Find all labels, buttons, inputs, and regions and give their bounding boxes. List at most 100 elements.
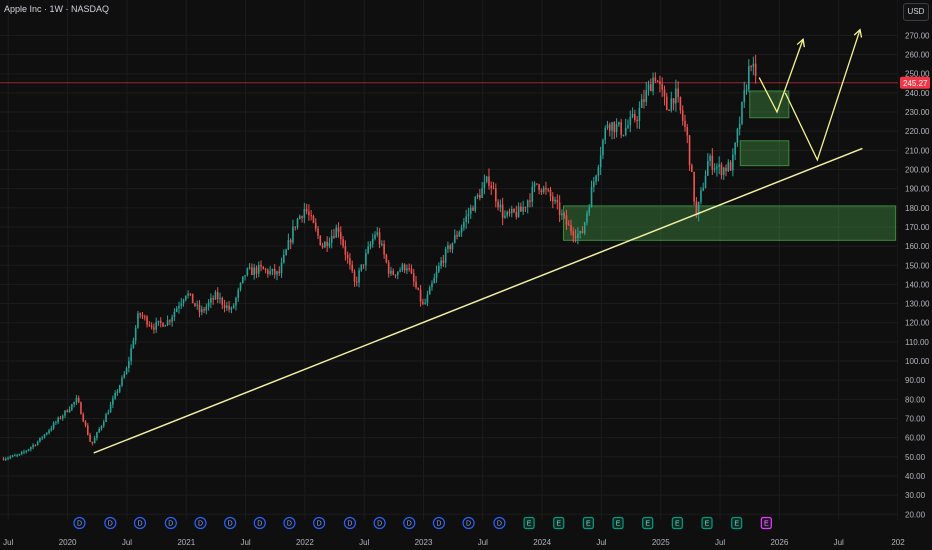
- candle-body: [531, 186, 534, 202]
- candle-body: [25, 450, 28, 452]
- candle-body: [716, 166, 718, 169]
- candle-body: [139, 313, 142, 315]
- candle-body: [194, 303, 196, 306]
- candle-body: [440, 260, 442, 267]
- candle-body: [2, 458, 5, 460]
- time-tick-label: Jul: [834, 538, 844, 547]
- candle-body: [374, 234, 376, 239]
- candle-body: [241, 276, 244, 283]
- price-axis[interactable]: 20.00 30.00 40.00 50.00 60.00 70.00 80.00 90.00…: [898, 0, 932, 550]
- candle-body: [14, 455, 16, 457]
- candle-body: [636, 119, 638, 122]
- candle-body: [561, 213, 563, 216]
- price-tick-label: 190.00: [905, 185, 930, 194]
- candle-body: [620, 122, 622, 136]
- currency-button[interactable]: USD: [903, 3, 929, 21]
- time-tick-label: 2025: [652, 538, 670, 547]
- time-tick-label: 2020: [59, 538, 77, 547]
- candle-body: [273, 268, 276, 275]
- candle-body: [422, 301, 424, 304]
- grid-lines: [0, 0, 899, 520]
- candle-body: [166, 320, 169, 326]
- candle-body: [469, 207, 472, 215]
- event-marker-label: E: [586, 521, 591, 528]
- event-marker-label: D: [257, 521, 262, 528]
- event-marker-label: D: [108, 521, 113, 528]
- time-tick-label: 2026: [770, 538, 788, 547]
- candle-body: [490, 185, 493, 189]
- candle-body: [697, 201, 700, 216]
- price-tick-label: 100.00: [905, 357, 930, 366]
- candle-body: [704, 175, 707, 188]
- candle-body: [232, 305, 235, 308]
- candle-body: [146, 316, 148, 325]
- event-marker-label: D: [317, 521, 322, 528]
- candle-body: [55, 422, 57, 424]
- candle-body: [640, 99, 643, 109]
- candle-body: [87, 425, 89, 435]
- time-tick-label: 2021: [177, 538, 195, 547]
- price-tick-label: 150.00: [905, 261, 930, 270]
- candle-body: [725, 167, 727, 172]
- candle-body: [30, 447, 32, 450]
- candle-body: [210, 298, 212, 303]
- price-tick-label: 230.00: [905, 108, 930, 117]
- candle-body: [711, 155, 714, 170]
- trendline[interactable]: [93, 147, 863, 454]
- candle-body: [153, 327, 155, 330]
- candle-body: [143, 316, 146, 318]
- candle-body: [392, 270, 395, 275]
- time-tick-label: Jul: [715, 538, 725, 547]
- projection-arrows[interactable]: [758, 28, 863, 162]
- demand-zone: [562, 205, 897, 241]
- candle-body: [417, 287, 420, 290]
- candle-body: [396, 271, 399, 276]
- earnings-marker: [731, 516, 743, 530]
- event-marker-label: D: [497, 521, 502, 528]
- candle-body: [412, 273, 415, 282]
- candle-body: [262, 266, 265, 270]
- dividend-marker: [164, 516, 177, 530]
- candle-body: [346, 254, 349, 259]
- candle-body: [349, 258, 351, 265]
- candle-body: [722, 167, 725, 176]
- candle-body: [226, 305, 228, 308]
- event-marker-label: E: [616, 521, 621, 528]
- candle-body: [32, 444, 34, 448]
- time-axis[interactable]: Jul 2020 Jul 2021 Jul 2022 Jul 2023 Jul 2024 Jul 20…: [0, 536, 932, 550]
- candle-body: [269, 270, 271, 274]
- candle-body: [520, 206, 522, 212]
- candle-body: [563, 213, 565, 216]
- candle-body: [93, 438, 96, 444]
- candle-body: [314, 222, 317, 229]
- dividend-marker: [343, 516, 357, 530]
- dividend-marker: [224, 516, 237, 530]
- candle-body: [499, 204, 502, 208]
- candle-body: [748, 66, 750, 90]
- event-marker-label: D: [77, 521, 82, 528]
- candle-body: [538, 184, 540, 191]
- candle-body: [187, 293, 189, 296]
- candle-body: [583, 222, 586, 233]
- candlestick-series: [2, 54, 757, 462]
- candle-body: [64, 410, 66, 416]
- candle-body: [308, 211, 310, 216]
- event-marker-label: D: [407, 521, 412, 528]
- candle-body: [137, 313, 139, 328]
- candle-body: [383, 244, 385, 255]
- candle-body: [488, 176, 490, 186]
- candle-body: [239, 282, 242, 290]
- candle-body: [371, 238, 374, 245]
- candle-body: [175, 308, 178, 312]
- candle-body: [292, 226, 294, 243]
- candle-body: [741, 101, 743, 124]
- candle-body: [148, 324, 151, 326]
- demand-zone: [739, 140, 790, 167]
- candle-body: [283, 254, 285, 263]
- candle-body: [465, 216, 467, 222]
- candle-body: [492, 188, 495, 190]
- candle-body: [608, 124, 611, 131]
- candle-body: [483, 181, 486, 189]
